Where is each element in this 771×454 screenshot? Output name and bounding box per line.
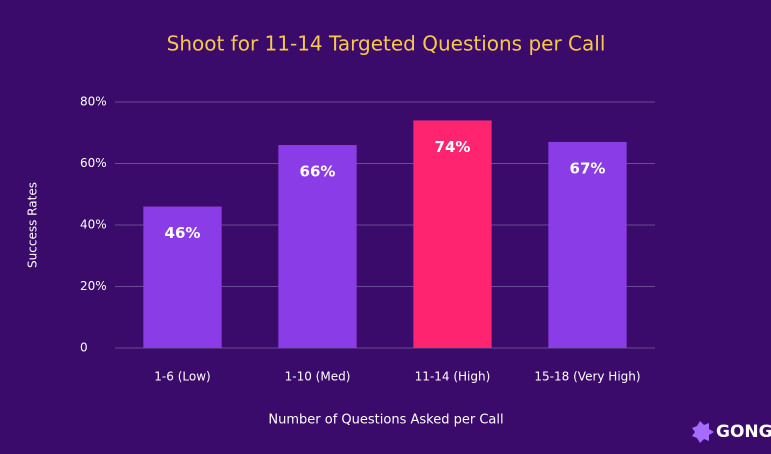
x-tick-label: 11-14 (High) xyxy=(415,370,491,384)
logo-icon xyxy=(692,421,714,443)
logo: GONG xyxy=(692,421,771,443)
y-tick-label: 40% xyxy=(80,218,107,232)
value-label: 66% xyxy=(300,163,336,181)
y-tick-label: 20% xyxy=(80,279,107,293)
value-label: 67% xyxy=(570,159,606,177)
value-label: 74% xyxy=(435,138,471,156)
x-tick-label: 15-18 (Very High) xyxy=(534,370,640,384)
chart-title: Shoot for 11-14 Targeted Questions per C… xyxy=(167,32,606,56)
value-label: 46% xyxy=(165,224,201,242)
bar xyxy=(143,206,222,348)
y-tick-label: 0 xyxy=(80,341,88,355)
y-axis-label: Success Rates xyxy=(26,182,40,268)
bar xyxy=(548,141,627,348)
bar xyxy=(413,120,492,348)
x-tick-label: 1-6 (Low) xyxy=(154,370,210,384)
bar xyxy=(278,145,357,348)
y-tick-label: 60% xyxy=(80,156,107,170)
x-tick-label: 1-10 (Med) xyxy=(285,370,351,384)
x-axis-label: Number of Questions Asked per Call xyxy=(268,413,503,428)
logo-text: GONG xyxy=(716,422,771,442)
y-tick-label: 80% xyxy=(80,95,107,109)
